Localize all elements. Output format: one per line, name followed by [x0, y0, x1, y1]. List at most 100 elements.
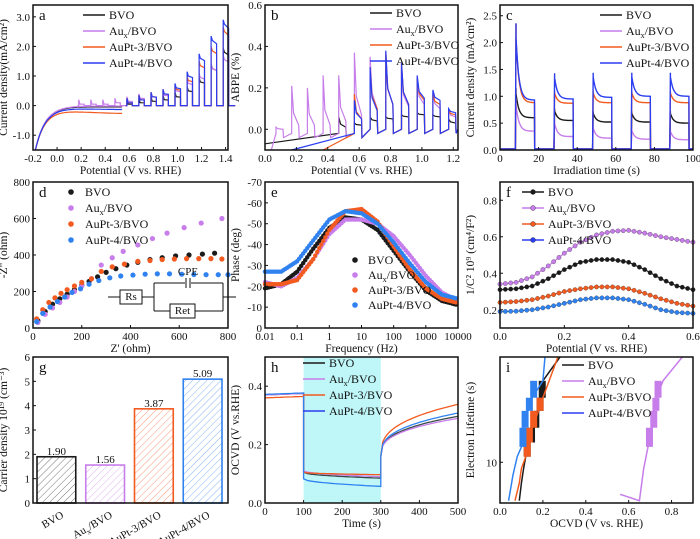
data-point — [142, 271, 148, 277]
x-tick-label: 80 — [649, 153, 661, 165]
panel-e: 0.01 0.1 1 10 100 1000 10000 0 -10 -20 -30 -40 -50 -6… — [230, 177, 472, 355]
data-point — [583, 259, 589, 264]
y-tick-label: -1.0 — [13, 130, 31, 142]
data-point — [203, 272, 209, 278]
legend-item: AuPt-4/BVO — [370, 54, 460, 68]
legend-item: Aux/BVO — [68, 201, 133, 217]
x-tick-label: 0.6 — [352, 153, 366, 165]
x-axis: 0.0 0.2 0.4 0.6 0.8 — [493, 500, 679, 518]
y-tick-label: 0.6 — [248, 0, 262, 12]
y-axis-title: Current density(mA/cm²) — [0, 19, 10, 136]
data-point — [578, 259, 583, 265]
y-axis: 0 -10 -20 -30 -40 -50 -60 -70 — [247, 177, 268, 335]
data-point — [524, 284, 530, 290]
data-point — [685, 310, 690, 316]
legend-label: AuPt-4/BVO — [109, 56, 173, 70]
series-line — [500, 23, 693, 150]
data-point — [321, 238, 326, 244]
data-point — [669, 309, 674, 314]
data-point — [40, 310, 46, 316]
bar-value-label: 1.90 — [47, 446, 67, 458]
bar — [182, 378, 223, 504]
legend-label: AuPt-3/BVO — [85, 217, 149, 231]
data-point — [663, 235, 669, 241]
data-point — [642, 290, 648, 296]
data-point — [615, 296, 621, 301]
data-point — [647, 231, 653, 237]
x-tick-label: 1000 — [415, 331, 438, 343]
y-axis: 0.0 0.2 0.4 0.6 — [248, 0, 268, 136]
legend-item: Aux/BVO — [562, 374, 636, 390]
data-point — [674, 310, 680, 315]
data-point — [653, 294, 658, 300]
data-point — [620, 259, 626, 264]
data-point — [567, 247, 573, 252]
panel-label: d — [39, 185, 47, 201]
data-point — [86, 281, 92, 287]
data-point — [545, 263, 551, 269]
data-point — [647, 292, 653, 298]
data-point — [642, 301, 648, 307]
data-point — [551, 273, 556, 279]
data-point — [594, 257, 599, 262]
bar-value-label: 3.87 — [144, 398, 164, 410]
data-point — [567, 264, 573, 270]
y-tick-label: 2.5 — [483, 11, 497, 23]
legend-label: Aux/BVO — [85, 201, 133, 217]
y-tick-label: -70 — [247, 177, 262, 189]
x-axis: 0.0 0.2 0.4 0.6 0.8 1.0 1.2 — [258, 147, 460, 165]
plot-frame — [264, 356, 459, 504]
data-point — [594, 284, 599, 290]
y-tick-label: 3.0 — [16, 12, 30, 24]
legend-label: BVO — [368, 253, 394, 267]
data-point — [674, 237, 680, 242]
data-point — [540, 278, 546, 284]
y-axis-title: Electron Lifetime (s) — [465, 382, 477, 479]
legend-item: AuPt-4/BVO — [562, 406, 652, 420]
y-axis-title: 1/C² 10⁹ (cm⁴/F²) — [465, 215, 477, 295]
x-tick-label: 10 — [356, 331, 368, 343]
panel-label: f — [506, 185, 511, 201]
data-point — [685, 302, 690, 308]
light-pulse — [101, 99, 115, 107]
data-point — [572, 298, 578, 304]
category-label: AuPt-4/BVO — [156, 509, 212, 539]
data-point — [604, 230, 610, 235]
light-pulse — [161, 89, 175, 107]
panel-a: -0.2 0.0 0.2 0.4 0.6 0.8 1.0 1.2 1.4 -1.0 0.0 1.0 2.… — [0, 4, 236, 177]
data-point — [164, 230, 170, 236]
data-point — [524, 276, 530, 282]
legend-label: BVO — [396, 6, 422, 20]
data-point — [529, 297, 535, 303]
y-tick-label: 10 — [486, 457, 498, 469]
legend-marker — [352, 257, 358, 263]
data-point — [121, 261, 128, 267]
y-tick-label: 0.8 — [483, 195, 497, 207]
data-point — [567, 288, 573, 293]
legend-label: AuPt-4/BVO — [396, 54, 460, 68]
data-point — [551, 292, 556, 297]
data-point — [567, 299, 573, 305]
legend-item: Aux/BVO — [522, 201, 596, 217]
data-point — [103, 269, 109, 275]
legend-item: BVO — [562, 358, 614, 372]
data-point — [453, 296, 459, 301]
y-tick-label: 0.2 — [248, 440, 262, 452]
plot-frame — [499, 356, 694, 504]
legend-item: AuPt-3/BVO — [562, 390, 652, 404]
data-point — [561, 250, 567, 256]
data-point — [551, 303, 556, 309]
data-point — [626, 228, 632, 233]
data-point — [647, 270, 653, 275]
y-tick-label: 0.4 — [483, 268, 497, 280]
light-pulse — [125, 98, 139, 107]
x-tick-label: 60 — [610, 153, 622, 165]
data-point — [191, 271, 197, 278]
x-axis: 0.01 0.1 1 10 100 1000 10000 — [255, 325, 472, 343]
panel-b: 0.0 0.2 0.4 0.6 0.8 1.0 1.20.00.20.40.6Potenti… — [230, 0, 460, 177]
light-pulse — [173, 83, 188, 107]
x-tick-label: 1.0 — [415, 153, 429, 165]
